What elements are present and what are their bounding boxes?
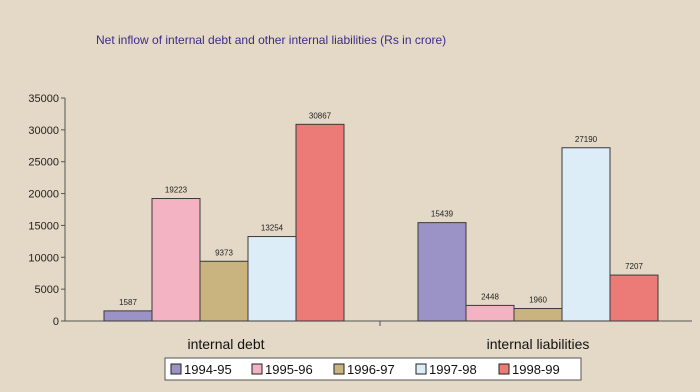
y-tick-label: 20000 <box>28 189 59 201</box>
y-tick-label: 35000 <box>28 93 59 105</box>
bar <box>199 260 249 322</box>
data-label: 30867 <box>309 111 332 120</box>
y-tick-label: 25000 <box>28 157 59 169</box>
y-axis: 0 5000 10000 15000 20000 25000 30000 35000 <box>28 93 692 328</box>
bar <box>151 198 201 322</box>
legend-label: 1998-99 <box>512 362 560 377</box>
category-labels: internal debt internal liabilities <box>187 336 589 352</box>
data-label: 1587 <box>119 298 137 307</box>
bar <box>295 123 345 322</box>
legend-label: 1997-98 <box>429 362 477 377</box>
legend: 1994-95 1995-96 1996-97 1997-98 1998-99 <box>164 357 582 381</box>
bar <box>247 236 297 322</box>
y-tick-label: 30000 <box>28 125 59 137</box>
legend-label: 1994-95 <box>184 362 232 377</box>
category-label: internal liabilities <box>487 336 590 352</box>
y-tick-label: 10000 <box>28 252 59 264</box>
legend-box <box>164 357 582 381</box>
data-label: 2448 <box>481 292 499 301</box>
legend-swatch <box>415 363 427 375</box>
bar <box>417 222 467 322</box>
bar <box>561 147 611 322</box>
bar <box>465 304 515 322</box>
legend-swatch <box>251 363 263 375</box>
legend-swatch <box>498 363 510 375</box>
data-label: 9373 <box>215 248 233 257</box>
data-label: 7207 <box>625 262 643 271</box>
bar <box>103 310 153 322</box>
y-tick-label: 15000 <box>28 220 59 232</box>
category-label: internal debt <box>187 336 264 352</box>
bars: 1587 15439 19223 2448 9373 1960 13254 27190 3086… <box>103 111 659 322</box>
y-tick-label: 5000 <box>35 284 59 296</box>
legend-swatch <box>170 363 182 375</box>
data-label: 13254 <box>261 224 284 233</box>
legend-label: 1995-96 <box>265 362 313 377</box>
y-tick-label: 0 <box>53 316 59 328</box>
data-label: 27190 <box>575 135 598 144</box>
chart-title: Net inflow of internal debt and other in… <box>96 33 446 47</box>
legend-swatch <box>333 363 345 375</box>
bar <box>609 274 659 322</box>
data-label: 1960 <box>529 296 547 305</box>
data-label: 19223 <box>165 186 188 195</box>
data-label: 15439 <box>431 210 454 219</box>
legend-label: 1996-97 <box>347 362 395 377</box>
bar <box>513 308 563 322</box>
